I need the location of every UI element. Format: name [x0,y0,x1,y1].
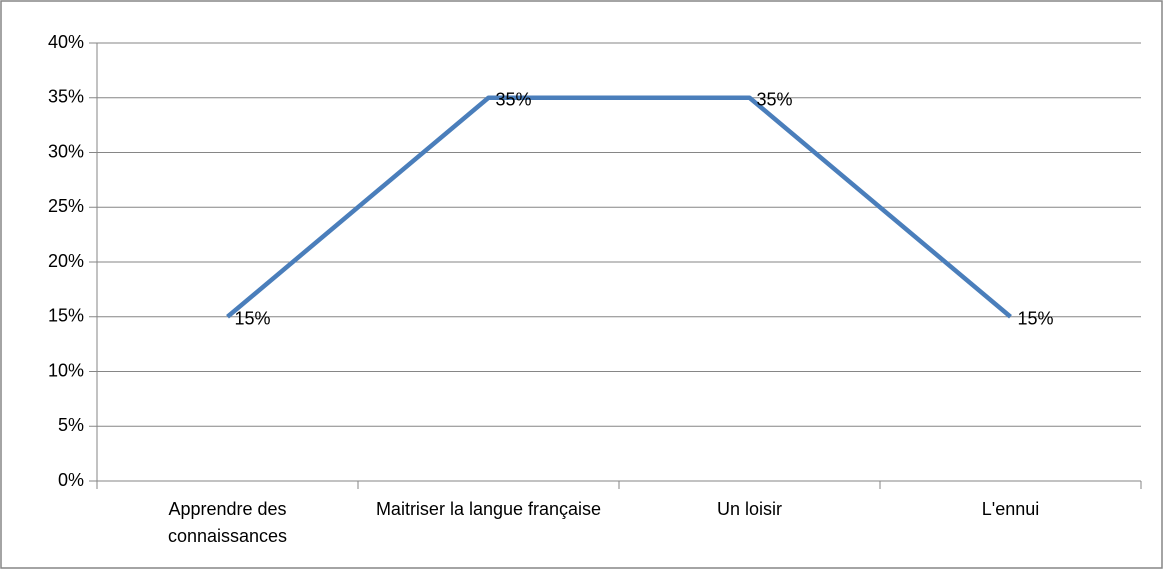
y-tick-label: 35% [48,87,84,107]
y-tick-label: 5% [58,415,84,435]
y-tick-label: 40% [48,32,84,52]
x-tick-label: L'ennui [981,499,1040,519]
data-label: 15% [235,309,271,329]
y-tick-label: 15% [48,306,84,326]
data-label: 35% [496,90,532,110]
y-tick-label: 25% [48,196,84,216]
data-label: 15% [1018,309,1054,329]
line-series [226,95,1012,319]
y-tick-label: 0% [58,470,84,490]
data-label: 35% [757,90,793,110]
y-tick-label: 30% [48,141,84,161]
x-tick-label: Maitriser la langue française [375,499,602,519]
y-tick-label: 20% [48,251,84,271]
y-tick-label: 10% [48,360,84,380]
x-tick-label: Apprendre des connaissances [167,499,288,546]
x-tick-label: Un loisir [716,499,782,519]
